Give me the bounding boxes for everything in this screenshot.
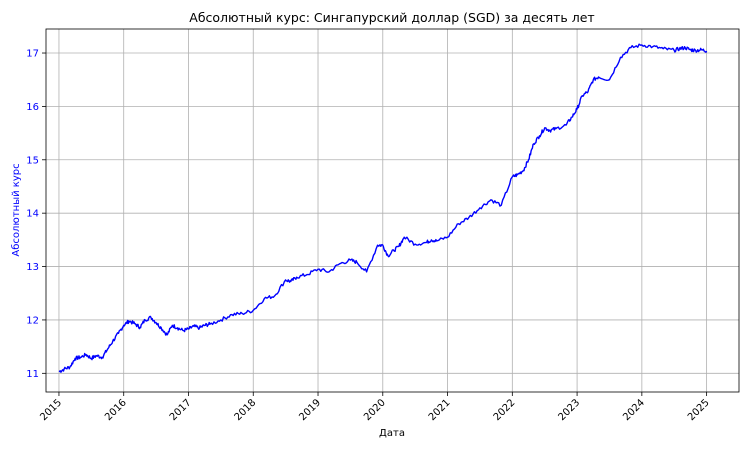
x-axis-label: Дата: [379, 428, 405, 439]
y-tick-label: 15: [26, 155, 39, 166]
plot-frame: [45, 28, 740, 393]
y-tick-label: 16: [26, 102, 39, 113]
x-tick-label: 2020: [362, 397, 388, 423]
x-tick-label: 2019: [297, 397, 323, 423]
y-tick-label: 11: [26, 369, 39, 380]
series-line: [58, 43, 708, 373]
x-tick-label: 2017: [168, 397, 194, 423]
x-tick-label: 2016: [103, 397, 129, 423]
chart-title: Абсолютный курс: Сингапурский доллар (SG…: [189, 10, 594, 25]
x-axis-ticks: 2015 2016 2017 2018 2019 2020 2021 2022 2023 2024…: [38, 392, 712, 423]
y-tick-label: 14: [26, 209, 39, 220]
y-axis-ticks: 11 12 13 14 15 16 17: [26, 49, 46, 380]
y-tick-label: 17: [26, 49, 39, 60]
grid: [46, 29, 739, 392]
y-axis-label: Абсолютный курс: [11, 163, 22, 256]
x-tick-label: 2022: [492, 397, 518, 423]
y-tick-label: 13: [26, 262, 39, 273]
x-tick-label: 2021: [427, 397, 453, 423]
y-tick-label: 12: [26, 315, 39, 326]
x-tick-label: 2023: [556, 397, 582, 423]
x-tick-label: 2015: [38, 397, 64, 423]
x-tick-label: 2018: [233, 397, 259, 423]
x-tick-label: 2025: [686, 397, 712, 423]
x-tick-label: 2024: [621, 397, 647, 423]
